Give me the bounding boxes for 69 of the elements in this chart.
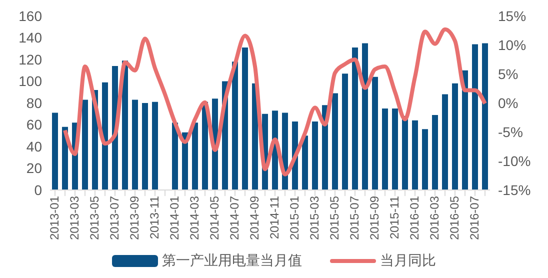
x-tick-label: 2014-03 [188, 196, 202, 240]
x-tick-label: 2013-09 [128, 196, 142, 240]
y2-tick-label: 5% [498, 66, 518, 82]
bar [52, 112, 58, 190]
x-tick-label: 2014-11 [268, 196, 282, 240]
bar [372, 76, 378, 190]
y2-tick-label: -5% [498, 124, 523, 140]
bar [132, 100, 138, 190]
y2-tick-label: 15% [498, 8, 526, 24]
y-tick-label: 100 [18, 73, 42, 90]
bar [412, 120, 418, 190]
x-tick-label: 2014-07 [228, 196, 242, 240]
x-tick-label: 2013-01 [48, 196, 62, 240]
x-tick-label: 2015-03 [308, 196, 322, 240]
x-tick-label: 2016-05 [448, 196, 462, 240]
x-tick-label: 2015-05 [328, 196, 342, 240]
bar [452, 83, 458, 190]
bar [152, 102, 158, 190]
bar [332, 93, 338, 190]
y-tick-label: 40 [26, 138, 42, 154]
bar [232, 62, 238, 190]
bar [482, 43, 488, 190]
x-tick-label: 2016-01 [408, 196, 422, 240]
y-tick-label: 60 [26, 116, 42, 133]
x-tick-label: 2016-03 [428, 196, 442, 240]
bar [442, 94, 448, 190]
x-tick-label: 2013-05 [88, 196, 102, 240]
bar [352, 48, 358, 190]
x-tick-label: 2014-01 [168, 196, 182, 240]
y2-tick-label: 0% [498, 94, 518, 111]
bar [342, 74, 348, 190]
x-tick-label: 2013-03 [68, 196, 82, 240]
y-tick-label: 160 [18, 8, 42, 24]
bar [392, 108, 398, 190]
y2-tick-label: -10% [498, 152, 531, 169]
bar [462, 70, 468, 190]
bar [382, 108, 388, 190]
bar [142, 103, 148, 190]
x-tick-label: 2015-09 [368, 196, 382, 240]
y-tick-label: 20 [26, 160, 42, 176]
bar [242, 48, 248, 190]
x-tick-label: 2016-07 [468, 196, 482, 240]
bar [422, 129, 428, 190]
x-tick-label: 2015-11 [388, 196, 402, 240]
bar [192, 122, 198, 190]
bar [472, 44, 478, 190]
x-tick-label: 2014-09 [248, 196, 262, 240]
bar [172, 122, 178, 190]
y-tick-label: 80 [26, 94, 42, 111]
x-tick-label: 2014-05 [208, 196, 222, 240]
x-tick-label: 2013-11 [148, 196, 162, 240]
bar [82, 100, 88, 190]
y-tick-label: 0 [34, 182, 42, 198]
bar [432, 114, 438, 190]
x-tick-label: 2013-07 [108, 196, 122, 240]
y-tick-label: 140 [18, 30, 42, 46]
bar [402, 116, 408, 190]
bar [302, 136, 308, 190]
x-tick-label: 2015-01 [288, 196, 302, 240]
bar [102, 82, 108, 190]
y2-tick-label: 10% [498, 36, 526, 53]
line-series [63, 27, 487, 176]
y2-tick-label: -15% [498, 182, 531, 198]
bar [362, 43, 368, 190]
bar [312, 121, 318, 190]
y-tick-label: 120 [18, 51, 42, 68]
x-tick-label: 2015-07 [348, 196, 362, 240]
legend-label: 当月同比 [379, 252, 436, 270]
legend-label: 第一产业用电量当月值 [161, 252, 302, 270]
